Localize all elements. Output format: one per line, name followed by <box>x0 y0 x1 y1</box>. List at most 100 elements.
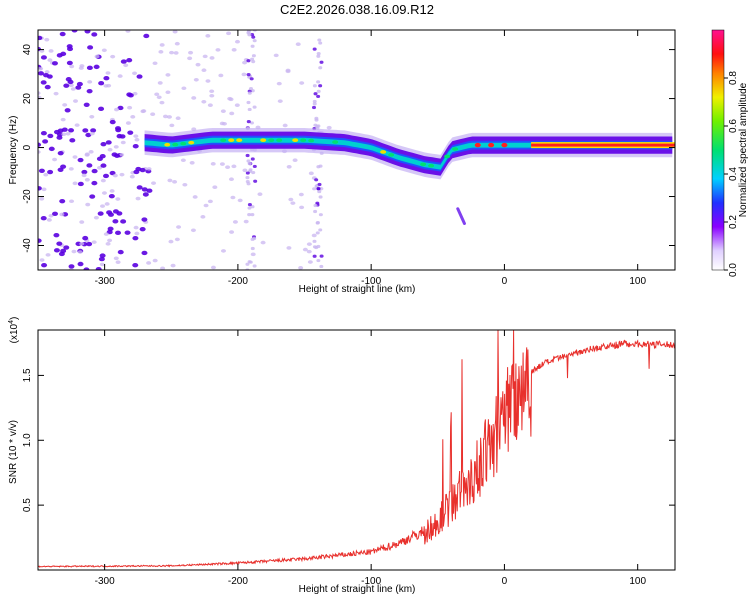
spectrogram-noise-dot <box>77 157 84 163</box>
spectrogram-band-spot <box>188 140 195 145</box>
spectrogram-band-spot <box>308 138 315 143</box>
spectrogram-y-tick-label: -40 <box>22 238 33 253</box>
spectrogram-noise-dot <box>47 133 54 139</box>
spectrogram-noise-dot <box>192 195 198 199</box>
spectrogram-noise-dot <box>38 168 45 173</box>
spectrogram-noise-dot <box>44 70 50 74</box>
spectrogram-noise-dot <box>276 81 282 86</box>
spectrogram-noise-dot <box>288 197 294 202</box>
spectrogram-streak-dot <box>250 44 255 48</box>
spectrogram-noise-dot <box>105 140 112 145</box>
spectrogram-streak-dot <box>250 246 255 251</box>
spectrogram-streak-dot <box>247 33 252 37</box>
spectrogram-streak-dot <box>316 244 321 249</box>
spectrogram-noise-dot <box>234 39 240 44</box>
spectrogram-noise-dot <box>69 138 76 143</box>
spectrogram-noise-dot <box>115 230 122 236</box>
spectrogram-noise-dot <box>191 96 197 100</box>
spectrogram-noise-dot <box>65 77 72 82</box>
spectrogram-noise-dot <box>62 103 68 107</box>
spectrogram-noise-dot <box>41 187 47 192</box>
spectrogram-noise-dot <box>43 172 49 177</box>
snr-x-ticks: -300 -200 -100 0 100 <box>95 330 646 587</box>
spectrogram-noise-dot <box>83 102 90 107</box>
spectrogram-noise-dot <box>59 212 65 217</box>
spectrogram-noise-dot <box>156 95 162 100</box>
spectrogram-streak-dot <box>250 57 255 61</box>
spectrogram-noise-dot <box>210 265 216 270</box>
spectrogram-streak-dot <box>252 164 257 169</box>
colorbar-ticks: 0.0 0.2 0.4 0.6 0.8 <box>724 71 739 277</box>
spectrogram-streak-dot <box>316 187 321 191</box>
spectrogram-noise-dot <box>44 84 51 90</box>
spectrogram-noise-dot <box>220 109 226 113</box>
spectrogram-noise-dot <box>117 105 124 111</box>
spectrogram-noise-dot <box>98 106 105 112</box>
spectrogram-noise-dot <box>59 198 66 204</box>
spectrogram-noise-dot <box>141 187 148 192</box>
spectrogram-noise-dot <box>130 115 136 119</box>
spectrogram-noise-dot <box>286 164 292 169</box>
spectrogram-noise-dot <box>38 35 43 41</box>
spectrogram-noise-dot <box>182 182 188 187</box>
spectrogram-noise-dot <box>112 219 119 224</box>
spectrogram-streak-dot <box>250 213 255 217</box>
spectrogram-noise-dot <box>107 212 114 217</box>
spectrogram-streak-dot <box>315 231 320 235</box>
spectrogram-noise-dot <box>114 107 120 112</box>
spectrogram-noise-dot <box>136 74 143 79</box>
spectrogram-noise-dot <box>134 137 140 142</box>
spectrogram-noise-dot <box>142 192 149 197</box>
spectrogram-noise-dot <box>91 180 98 186</box>
spectrogram-band-spot <box>420 162 427 167</box>
spectrogram-noise-dot <box>74 123 80 127</box>
spectrogram-noise-dot <box>100 204 106 208</box>
spectrogram-noise-dot <box>193 77 199 82</box>
svg-text:(x104): (x104) <box>8 317 20 344</box>
spectrogram-noise-dot <box>298 192 304 197</box>
spectrogram-noise-dot <box>61 132 67 137</box>
spectrogram-noise-dot <box>82 128 89 133</box>
spectrogram-noise-dot <box>225 165 231 169</box>
spectrogram-noise-dot <box>218 73 224 78</box>
snr-y-tick-label: 0.5 <box>22 498 33 512</box>
spectrogram-streak-dot <box>313 203 318 208</box>
spectrogram-noise-dot <box>105 242 111 246</box>
spectrogram-streak-dot <box>246 182 251 186</box>
spectrogram-noise-dot <box>119 172 125 177</box>
spectrogram-noise-dot <box>127 130 134 135</box>
spectrogram-noise-dot <box>97 166 103 170</box>
spectrogram-noise-dot <box>88 150 94 154</box>
spectrogram-noise-dot <box>168 239 174 244</box>
spectrogram-noise-dot <box>170 263 176 268</box>
spectrogram-band-spot <box>380 150 387 154</box>
spectrogram-x-tick-label: -200 <box>228 276 248 287</box>
spectrogram-noise-dot <box>243 219 249 224</box>
spectrogram-noise-dot <box>109 119 116 125</box>
spectrogram-noise-dot <box>79 241 85 246</box>
spectrogram-streak-dot <box>252 39 257 43</box>
colorbar-tick-label: 0.4 <box>728 167 739 181</box>
spectrogram-streak-dot <box>318 213 323 217</box>
spectrogram-noise-dot <box>99 262 105 267</box>
spectrogram-band-spot <box>388 153 395 157</box>
spectrogram-noise-dot <box>53 248 60 253</box>
spectrogram-noise-dot <box>120 59 127 64</box>
spectrogram-noise-dot <box>209 56 215 60</box>
spectrogram-noise-dot <box>124 230 131 235</box>
spectrogram-noise-dot <box>108 193 115 199</box>
snr-panel: -300 -200 -100 0 100 0.5 1.0 1.5 Height of str… <box>8 317 676 595</box>
spectrogram-noise-dot <box>175 116 181 121</box>
spectrogram-y-tick-label: 40 <box>22 44 33 56</box>
spectrogram-streak-dot <box>314 178 319 182</box>
spectrogram-streak-dot <box>311 105 316 110</box>
spectrogram-band-spot <box>228 138 235 143</box>
spectrogram-noise-dot <box>141 250 148 256</box>
spectrogram-streak-dot <box>312 102 317 106</box>
spectrogram-noise-dot <box>77 250 83 254</box>
spectrogram-noise-dot <box>205 34 211 38</box>
spectrogram-noise-dot <box>119 152 125 157</box>
spectrogram-streak-dot <box>246 159 251 163</box>
spectrogram-noise-dot <box>39 258 45 262</box>
spectrogram-noise-dot <box>75 85 82 90</box>
